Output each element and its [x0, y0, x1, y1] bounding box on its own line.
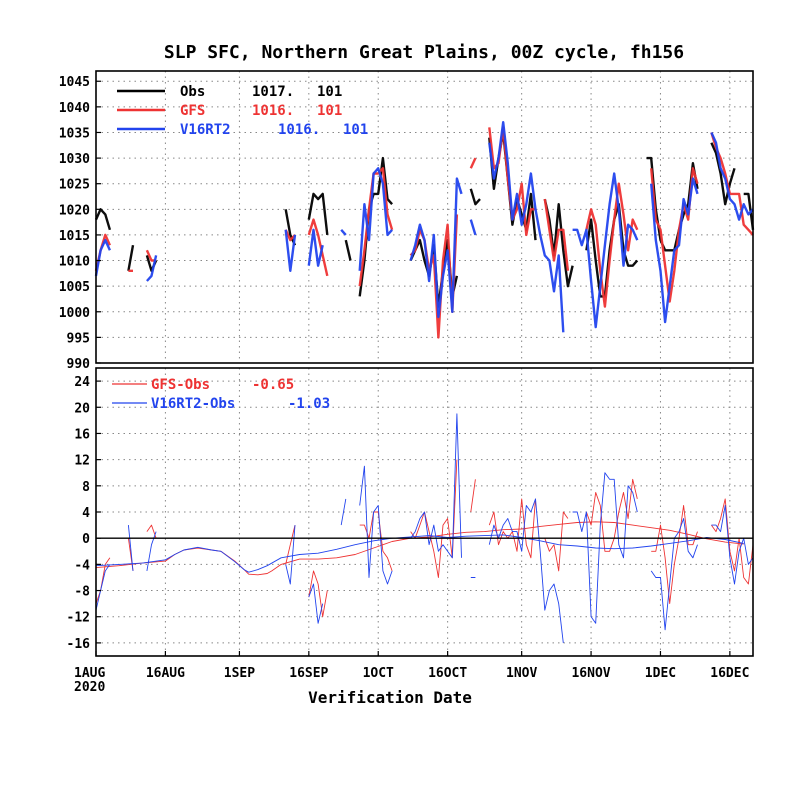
legend-label-obs: Obs — [180, 84, 205, 100]
bottom-panel-series — [95, 413, 754, 643]
legend-label-v16rt2: V16RT2 — [180, 122, 231, 138]
legend-label-diff-1: V16RT2-Obs — [151, 396, 235, 412]
x-tick-label: 16SEP — [289, 666, 328, 681]
x-tick-year: 2020 — [74, 680, 105, 695]
top-y-tick-label: 990 — [67, 357, 91, 372]
legend-stat-diff-1: -1.03 — [288, 396, 330, 412]
x-tick-label: 1AUG — [74, 666, 105, 681]
legend-stat-count: 101 — [317, 84, 342, 100]
x-axis-label: Verification Date — [308, 688, 472, 707]
legend-stat-mean: 1017. — [252, 84, 294, 100]
legend-label-diff-0: GFS-Obs — [151, 377, 210, 393]
top-panel-frame — [95, 70, 754, 364]
top-y-tick-label: 1035 — [59, 126, 90, 141]
x-tick-label: 16NOV — [571, 666, 610, 681]
chart-title: SLP SFC, Northern Great Plains, 00Z cycl… — [164, 42, 684, 63]
bottom-y-tick-label: -12 — [67, 611, 90, 626]
legend-stat-mean: 1016. — [278, 122, 320, 138]
top-y-tick-label: 995 — [67, 331, 90, 346]
bottom-y-tick-label: 16 — [74, 427, 90, 442]
top-y-tick-label: 1020 — [59, 203, 90, 218]
top-y-tick-label: 1015 — [59, 229, 90, 244]
legend-stat-count: 101 — [343, 122, 368, 138]
legend-stat-mean: 1016. — [252, 103, 294, 119]
x-tick-label: 16OCT — [428, 666, 467, 681]
top-panel-grid — [96, 71, 753, 363]
bottom-y-tick-label: 12 — [74, 454, 90, 469]
top-y-tick-label: 1000 — [59, 306, 90, 321]
bottom-y-tick-label: -16 — [67, 637, 91, 652]
legends: Obs 1017. 101 GFS 1016. 101 V16RT2 1016. 101 GFS-… — [112, 84, 368, 412]
bottom-series-line-3 — [95, 534, 744, 573]
top-y-tick-label: 1045 — [59, 75, 90, 90]
x-tick-label: 1OCT — [363, 666, 394, 681]
x-tick-label: 1NOV — [506, 666, 537, 681]
bottom-y-tick-label: 4 — [82, 506, 90, 521]
x-tick-label: 1DEC — [645, 666, 676, 681]
legend-stat-count: 101 — [317, 103, 342, 119]
bottom-y-tick-label: 20 — [74, 401, 90, 416]
x-tick-label: 1SEP — [224, 666, 255, 681]
bottom-y-tick-label: 0 — [82, 532, 90, 547]
x-tick-label: 16DEC — [710, 666, 749, 681]
bottom-y-tick-label: -4 — [74, 558, 90, 573]
bottom-y-tick-label: -8 — [74, 585, 90, 600]
top-y-tick-label: 1010 — [59, 255, 90, 270]
top-panel-series — [94, 121, 755, 339]
top-y-tick-label: 1030 — [59, 152, 90, 167]
bottom-y-tick-label: 24 — [74, 375, 90, 390]
legend-stat-diff-0: -0.65 — [252, 377, 294, 393]
top-y-tick-label: 1025 — [59, 178, 90, 193]
bottom-panel-frame — [95, 367, 754, 657]
axes: 1AUG 16AUG 1SEP 16SEP 1OCT 16OCT 1NOV 16NOV 1DEC… — [59, 70, 754, 695]
bottom-y-tick-label: 8 — [82, 480, 90, 495]
top-y-tick-label: 1040 — [59, 101, 90, 116]
legend-label-gfs: GFS — [180, 103, 205, 119]
top-y-tick-label: 1005 — [59, 280, 90, 295]
x-tick-label: 16AUG — [146, 666, 185, 681]
top-series-line-v16rt2 — [94, 121, 754, 333]
